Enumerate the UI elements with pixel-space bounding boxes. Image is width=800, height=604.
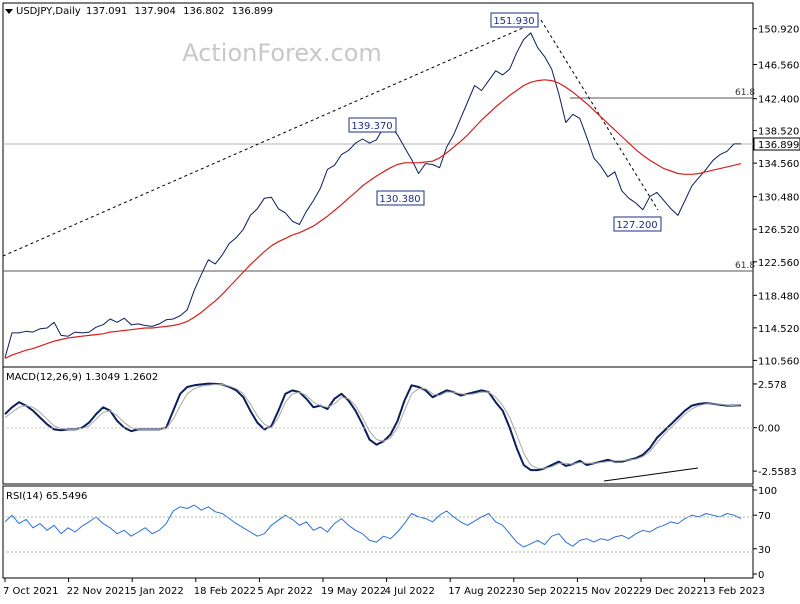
- price-y-tick-label: 130.480: [758, 193, 799, 204]
- rsi-header: RSI(14) 65.5496: [6, 491, 87, 502]
- price-y-tick-label: 138.520: [758, 127, 799, 138]
- macd-y-axis: 2.578 0.00 -2.5583: [753, 380, 797, 478]
- trendline-up-dashed: [2, 19, 542, 257]
- current-price-tag: 136.899: [753, 137, 800, 151]
- rsi-y-axis: 100 70 30 0: [753, 486, 777, 581]
- x-tick-label: 15 Nov 2022: [575, 586, 639, 597]
- x-tick-label: 19 May 2022: [321, 586, 386, 597]
- macd-macd-line: [4, 382, 741, 472]
- x-tick-label: 5 Apr 2022: [257, 586, 312, 597]
- price-ma-line: [4, 79, 742, 359]
- annotation-127-200-text: 127.200: [616, 220, 657, 231]
- macd-divergence-line: [603, 467, 699, 482]
- macd-y-tick-label: 0.00: [758, 424, 780, 435]
- x-tick-label: 30 Sep 2022: [512, 586, 575, 597]
- rsi-y-tick-label: 70: [758, 511, 771, 522]
- x-tick-label: 7 Oct 2021: [3, 586, 58, 597]
- x-tick-label: 22 Nov 2021: [67, 586, 131, 597]
- ohlc-open: 137.091: [86, 6, 127, 17]
- macd-y-tick-label: -2.5583: [758, 467, 797, 478]
- trendline-down-dashed: [540, 19, 659, 211]
- price-series-group: [4, 32, 742, 359]
- annotation-130-380-text: 130.380: [379, 194, 420, 205]
- price-y-tick-label: 146.560: [758, 61, 799, 72]
- x-tick-label: 18 Feb 2022: [194, 586, 256, 597]
- fib-61-8-lower-label: 61.8: [735, 261, 755, 271]
- macd-y-tick-label: 2.578: [758, 380, 787, 391]
- header-triangle-icon: [5, 9, 13, 14]
- annotation-139-370-text: 139.370: [351, 121, 392, 132]
- price-y-tick-label: 110.560: [758, 356, 799, 367]
- x-axis: 7 Oct 2021 22 Nov 2021 5 Jan 2022 18 Feb 20…: [3, 578, 765, 597]
- macd-series-group: [4, 382, 742, 472]
- rsi-y-tick-label: 30: [758, 545, 771, 556]
- ohlc-close: 136.899: [232, 6, 273, 17]
- price-y-tick-label: 122.560: [758, 258, 799, 269]
- price-y-tick-label: 126.520: [758, 225, 799, 236]
- annotation-139-370: 139.370: [348, 117, 397, 133]
- x-tick-label: 4 Jul 2022: [385, 586, 435, 597]
- fib-61-8-upper-label: 61.8: [735, 88, 755, 98]
- watermark: ActionForex.com: [182, 39, 382, 67]
- current-price-text: 136.899: [758, 140, 799, 151]
- rsi-y-tick-label: 100: [758, 486, 777, 497]
- rsi-series-group: [4, 504, 742, 548]
- rsi-y-tick-label: 0: [758, 570, 764, 581]
- price-y-tick-label: 118.480: [758, 291, 799, 302]
- price-panel-frame: [2, 2, 754, 368]
- x-tick-label: 17 Aug 2022: [448, 586, 512, 597]
- annotation-130-380: 130.380: [376, 190, 425, 206]
- price-header-ohlc: 137.091 137.904 136.802 136.899: [86, 6, 273, 17]
- rsi-panel-frame: [2, 485, 754, 579]
- annotation-151-930-text: 151.930: [493, 16, 534, 27]
- ohlc-low: 136.802: [183, 6, 224, 17]
- macd-signal-line: [4, 383, 742, 469]
- price-y-tick-label: 114.520: [758, 324, 799, 335]
- x-tick-label: 29 Dec 2022: [639, 586, 703, 597]
- price-y-tick-label: 142.400: [758, 95, 799, 106]
- rsi-rsi-line: [4, 504, 742, 548]
- price-y-axis: 150.920 146.560 142.400 138.520 134.560 130.4…: [753, 25, 799, 367]
- price-header-symbol: USDJPY,Daily: [16, 6, 81, 17]
- macd-header: MACD(12,26,9) 1.3049 1.2602: [6, 372, 158, 383]
- x-tick-label: 13 Feb 2023: [703, 586, 765, 597]
- macd-panel-frame: [2, 366, 754, 485]
- price-close-line: [4, 32, 741, 358]
- price-y-tick-label: 134.560: [758, 159, 799, 170]
- x-tick-label: 5 Jan 2022: [130, 586, 184, 597]
- annotation-151-930: 151.930: [490, 12, 539, 28]
- annotation-127-200: 127.200: [613, 216, 662, 232]
- ohlc-high: 137.904: [135, 6, 176, 17]
- price-y-tick-label: 150.920: [758, 25, 799, 36]
